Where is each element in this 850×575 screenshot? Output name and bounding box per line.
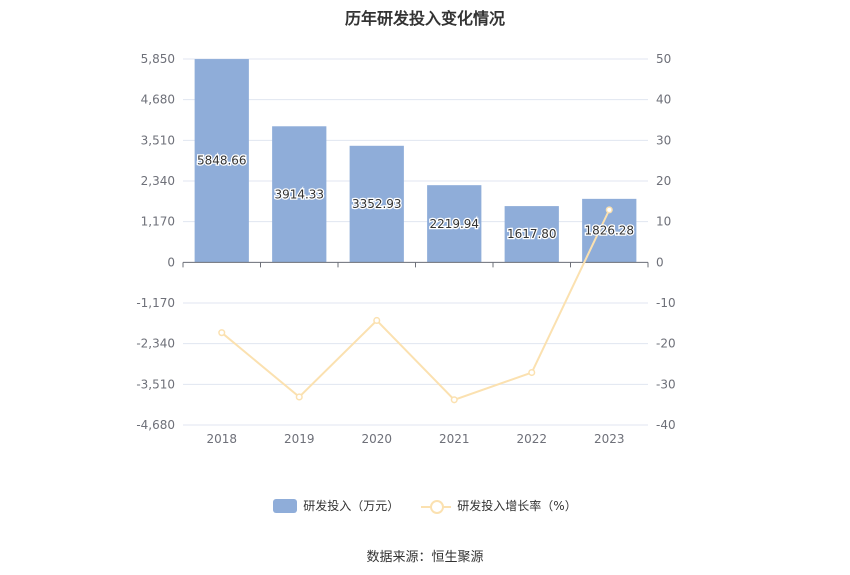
x-tick-label: 2019 [284,432,315,446]
x-tick-label: 2020 [361,432,392,446]
x-tick-label: 2018 [206,432,237,446]
x-tick-label: 2022 [516,432,547,446]
bar-series [194,59,637,263]
right-tick-label: 0 [656,255,664,269]
right-tick-label: -10 [656,296,676,310]
right-tick-label: 20 [656,174,671,188]
bar-label: 5848.66 [197,154,247,168]
right-tick-label: 10 [656,215,671,229]
line-point [450,396,458,404]
left-axis-ticks: 5,850 4,680 3,510 2,340 1,170 0 -1,170 -2,340 -3… [136,52,175,432]
bar-label: 1617.80 [507,227,557,241]
line-point [295,393,303,401]
right-tick-label: -40 [656,418,676,432]
legend-bar-swatch [273,498,298,513]
line-series [218,206,613,404]
left-tick-label: 3,510 [141,133,175,147]
legend: 研发投入（万元） 研发投入增长率（%） [0,497,850,514]
x-tick-label: 2021 [439,432,470,446]
x-axis [182,261,649,268]
legend-item-line[interactable]: 研发投入增长率（%） [421,497,577,514]
right-tick-label: -30 [656,377,676,391]
bar [427,185,482,263]
bar [349,145,404,263]
data-source: 数据来源：恒生聚源 [366,550,484,565]
bar [194,59,249,263]
right-axis-ticks: 50 40 30 20 10 0 -10 -20 -30 -40 [656,52,676,432]
bar-label: 3914.33 [274,187,324,201]
x-tick-label: 2023 [594,432,625,446]
left-tick-label: 4,680 [141,93,175,107]
bar-label: 3352.93 [352,197,402,211]
growth-line [221,209,611,401]
line-point [218,329,226,337]
left-tick-label: 2,340 [141,174,175,188]
right-tick-label: 50 [656,52,671,66]
line-point [605,206,613,214]
right-tick-label: -20 [656,337,676,351]
left-tick-label: 5,850 [141,52,175,66]
bar-label: 1826.28 [584,224,634,238]
bar-label: 2219.94 [429,217,479,231]
bar [272,126,327,263]
line-point [373,316,381,325]
left-tick-label: -2,340 [136,337,175,351]
left-tick-label: 0 [167,255,175,269]
right-tick-label: 40 [656,93,671,107]
left-tick-label: 1,170 [141,215,175,229]
grid-lines [183,58,648,426]
left-tick-label: -4,680 [136,418,175,432]
legend-bar-label: 研发投入（万元） [303,499,400,513]
x-axis-ticks: 2018 2019 2020 2021 2022 2023 [206,432,624,446]
left-tick-label: -1,170 [136,296,175,310]
bar [504,206,559,263]
legend-line-swatch [421,499,452,514]
chart-title: 历年研发投入变化情况 [344,9,505,28]
legend-item-bar[interactable]: 研发投入（万元） [273,497,399,514]
left-tick-label: -3,510 [136,377,175,391]
legend-line-label: 研发投入增长率（%） [457,499,577,513]
bar-data-labels: 5848.66 3914.33 3352.93 2219.94 1617.80 1826.… [196,152,636,242]
right-tick-label: 30 [656,133,671,147]
line-point [528,368,536,377]
chart-plot: 5,850 4,680 3,510 2,340 1,170 0 -1,170 -2,340 -3… [136,52,676,446]
